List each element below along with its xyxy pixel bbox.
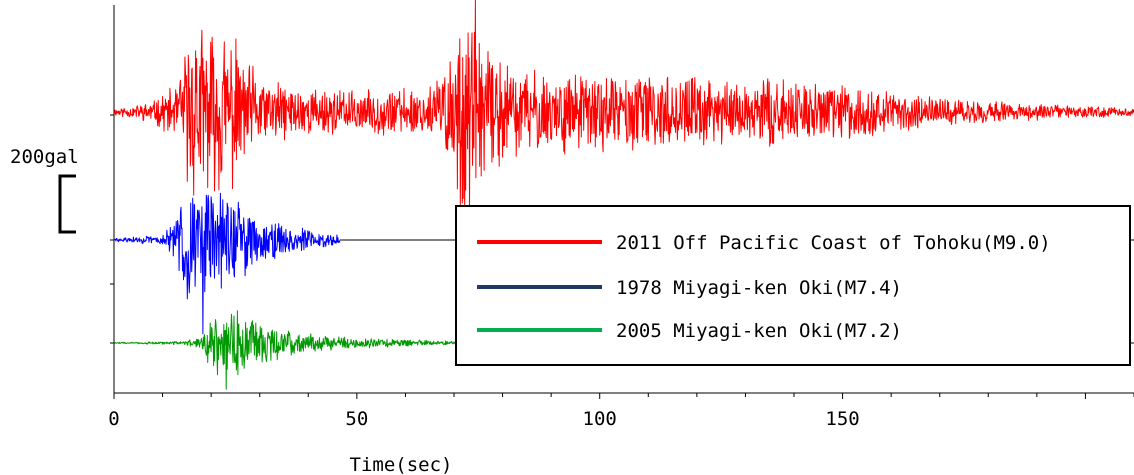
axes [110, 5, 1134, 399]
legend-label-2: 1978 Miyagi-ken Oki(M7.4) [616, 277, 902, 299]
legend-label-1: 2011 Off Pacific Coast of Tohoku(M9.0) [616, 232, 1051, 254]
trace-line-2 [113, 192, 341, 335]
x-tick-label: 150 [825, 408, 859, 430]
x-tick-label: 0 [108, 408, 119, 430]
scale-bar: 200gal [10, 146, 79, 234]
legend-label-3: 2005 Miyagi-ken Oki(M7.2) [616, 320, 902, 342]
x-tick-label: 50 [345, 408, 368, 430]
scale-label: 200gal [10, 146, 79, 168]
x-tick-labels: 0 50 100 150 [108, 408, 859, 430]
x-tick-label: 100 [583, 408, 617, 430]
trace-line-3 [113, 310, 455, 390]
x-axis-title: Time(sec) [350, 454, 453, 475]
scale-bracket [58, 174, 76, 234]
legend: 2011 Off Pacific Coast of Tohoku(M9.0) 19… [455, 205, 1131, 366]
trace-line-1 [113, 0, 1134, 210]
